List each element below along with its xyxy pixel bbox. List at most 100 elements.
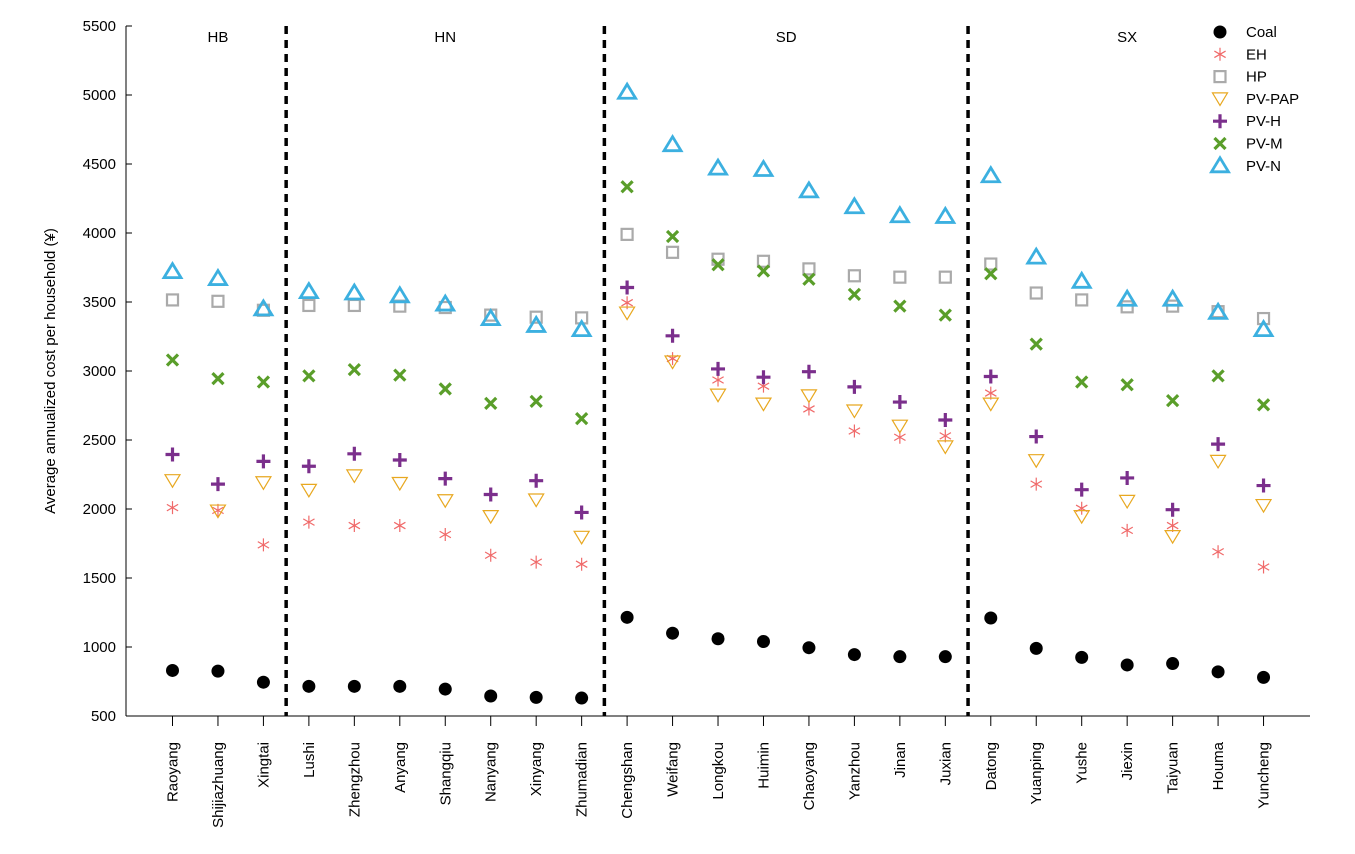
data-point [938, 308, 952, 322]
data-point [347, 362, 361, 377]
y-tick-label: 2000 [83, 501, 116, 518]
series-eh [166, 296, 1270, 574]
data-point [847, 287, 862, 302]
data-point [1029, 429, 1044, 444]
data-point [1256, 478, 1271, 493]
data-point [209, 504, 227, 519]
x-tick-label: Nanyang [483, 742, 500, 802]
data-point [803, 402, 815, 416]
data-point [347, 446, 362, 461]
data-point [438, 471, 453, 486]
x-tick-label: Xinyang [528, 742, 545, 796]
data-point [845, 404, 863, 419]
data-point [438, 382, 452, 396]
data-point [984, 267, 998, 281]
x-tick-label: Juxian [937, 742, 954, 785]
data-point [348, 519, 361, 533]
x-axis: Raoyang Shijiazhuang Xingtai Lushi Zhengzhou… [165, 716, 1273, 828]
legend-label: PV-M [1246, 136, 1283, 153]
legend-label: PV-H [1246, 113, 1281, 130]
x-tick-label: Huimin [755, 742, 772, 789]
data-point [664, 355, 682, 370]
data-point [166, 663, 179, 677]
data-point [574, 505, 589, 520]
data-point [1211, 369, 1225, 383]
data-point [661, 133, 684, 153]
data-point [301, 459, 316, 474]
data-point [1161, 288, 1184, 307]
x-tick-label: Yuanping [1028, 742, 1045, 805]
data-point [484, 689, 498, 703]
group-label: SD [776, 29, 797, 46]
data-point [434, 293, 457, 312]
data-point [1118, 494, 1136, 510]
data-point [302, 679, 316, 693]
x-tick-label: Yuncheng [1256, 742, 1273, 809]
data-point [347, 298, 361, 313]
data-point [620, 227, 634, 241]
data-point [1027, 454, 1045, 469]
data-point [801, 364, 816, 379]
data-point [575, 691, 589, 705]
data-point [165, 447, 180, 462]
data-point [575, 557, 588, 571]
y-tick-label: 1000 [83, 639, 116, 656]
data-point [257, 538, 270, 552]
series-pv-m [165, 180, 1271, 426]
data-point [665, 229, 680, 244]
data-point [479, 307, 502, 326]
data-point [254, 476, 272, 491]
group-separators [284, 26, 970, 716]
legend-label: EH [1246, 46, 1267, 63]
x-tick-label: Raoyang [165, 742, 182, 802]
data-point [843, 196, 866, 215]
y-tick-label: 5500 [83, 18, 116, 35]
legend-item: Coal [1213, 24, 1277, 41]
data-point [1070, 270, 1093, 289]
y-tick-label: 3500 [83, 294, 116, 311]
data-point [211, 294, 225, 308]
data-point [1121, 523, 1134, 537]
data-point [252, 298, 275, 317]
data-point [938, 270, 952, 284]
data-point [936, 440, 954, 455]
data-point [256, 454, 271, 469]
y-tick-label: 5000 [83, 87, 116, 104]
x-tick-label: Weifang [665, 742, 682, 797]
series-hp [165, 227, 1271, 326]
data-point [1029, 286, 1043, 300]
data-point [161, 260, 184, 280]
x-tick-label: Shangqiu [437, 742, 454, 805]
x-tick-label: Chengshan [619, 742, 636, 819]
y-axis: 500 1000 1500 2000 2500 3000 3500 4000 4500 5000 5… [83, 18, 132, 725]
data-point [893, 299, 907, 313]
data-point [1166, 519, 1179, 533]
data-point [484, 396, 498, 411]
data-point [709, 388, 727, 403]
data-point [802, 641, 816, 655]
data-point [802, 272, 816, 286]
data-point [756, 634, 770, 648]
data-point [1252, 318, 1275, 338]
data-point [302, 298, 316, 313]
x-tick-label: Taiyuan [1165, 742, 1182, 794]
data-point [848, 424, 861, 438]
data-point [1075, 501, 1088, 515]
data-point [439, 528, 452, 542]
data-point [1029, 641, 1043, 655]
y-tick-label: 1500 [83, 570, 116, 587]
data-point [525, 314, 548, 333]
data-point [1030, 477, 1043, 491]
data-point [888, 205, 911, 224]
data-point [1164, 529, 1182, 545]
legend-label: PV-PAP [1246, 91, 1299, 108]
data-point [711, 632, 725, 646]
data-point [1257, 560, 1270, 574]
data-point [1257, 670, 1271, 684]
data-point [847, 648, 861, 662]
x-tick-label: Chaoyang [801, 742, 818, 810]
data-point [483, 487, 498, 502]
data-point [573, 530, 591, 545]
data-point [984, 386, 997, 400]
data-point [1207, 301, 1230, 320]
